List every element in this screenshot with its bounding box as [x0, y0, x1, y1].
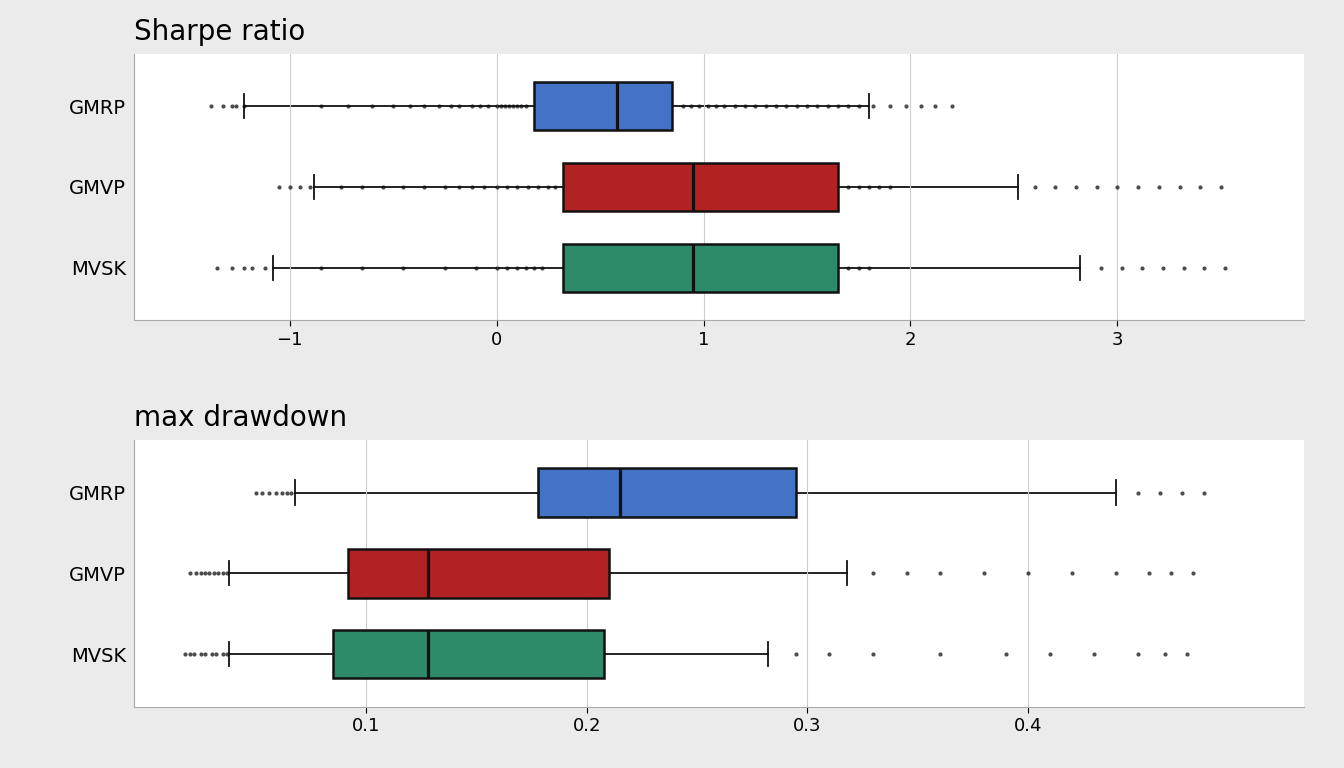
PathPatch shape [534, 82, 672, 131]
PathPatch shape [333, 630, 605, 678]
Text: max drawdown: max drawdown [134, 404, 348, 432]
PathPatch shape [538, 468, 796, 517]
Text: Sharpe ratio: Sharpe ratio [134, 18, 305, 46]
PathPatch shape [348, 549, 609, 598]
PathPatch shape [563, 243, 839, 292]
PathPatch shape [563, 163, 839, 211]
